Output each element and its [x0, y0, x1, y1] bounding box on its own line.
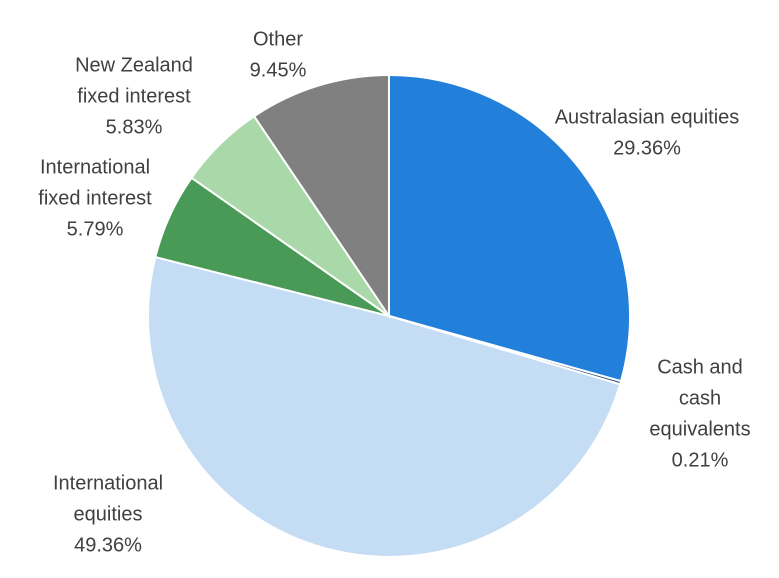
- slice-value-label-4: 5.83%: [106, 116, 163, 138]
- slice-name-label-4: New Zealand: [75, 54, 193, 76]
- slice-name-label-5: Other: [253, 28, 303, 50]
- pie-slice-0: [388, 73, 631, 383]
- pie-labels: Australasian equities 29.36% Cash and cash e…: [38, 28, 750, 556]
- pie-slice-2: [147, 255, 622, 558]
- slice-value-label-5: 9.45%: [250, 59, 307, 81]
- slice-name-label-1: cash: [679, 387, 721, 409]
- pie-slice-5: [252, 73, 390, 320]
- slice-value-label-0: 29.36%: [613, 137, 681, 159]
- slice-name-label-3: International: [40, 156, 150, 178]
- slice-name-label-4: fixed interest: [77, 85, 191, 107]
- slice-name-label-3: fixed interest: [38, 187, 152, 209]
- slice-name-label-1: Cash and: [657, 356, 743, 378]
- slice-name-label-1: equivalents: [649, 418, 750, 440]
- slice-value-label-3: 5.79%: [67, 218, 124, 240]
- slice-name-label-2: equities: [74, 503, 143, 525]
- slice-name-label-0: Australasian equities: [555, 106, 740, 128]
- slice-value-label-2: 49.36%: [74, 534, 142, 556]
- pie-slices: [147, 73, 631, 558]
- slice-value-label-1: 0.21%: [672, 449, 729, 471]
- slice-name-label-2: International: [53, 472, 163, 494]
